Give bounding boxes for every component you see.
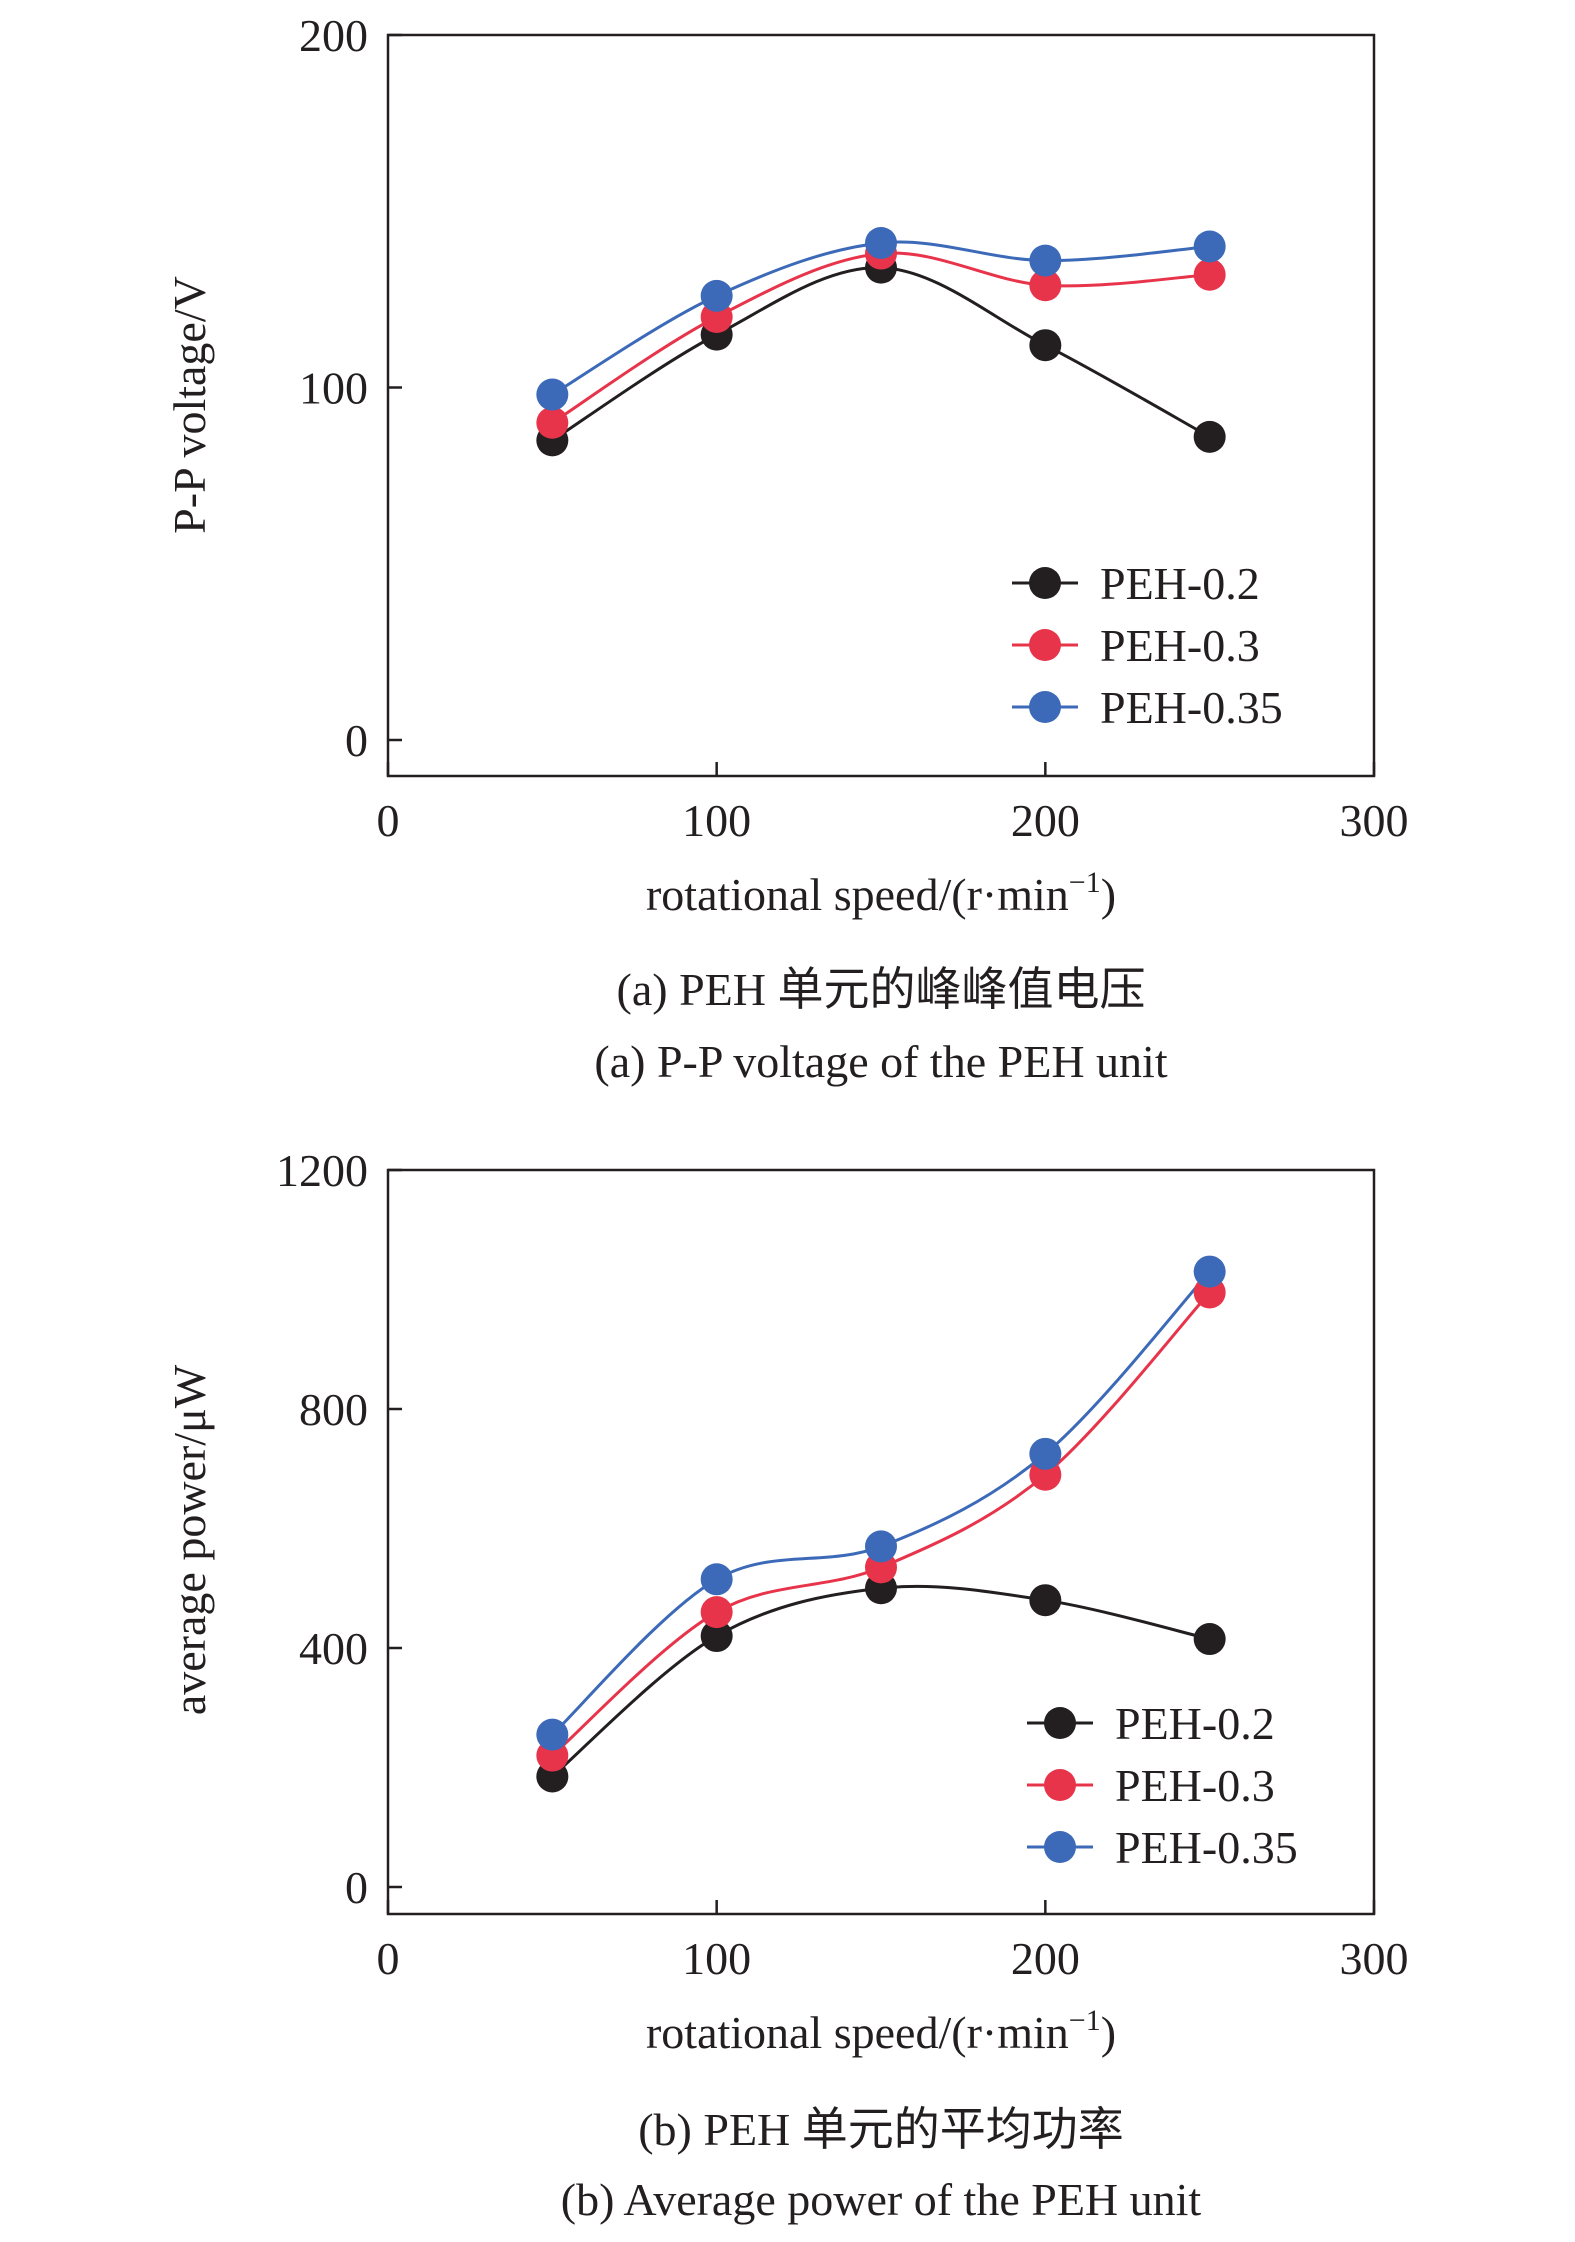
chart-a-data-point bbox=[1193, 258, 1226, 291]
chart-a-xtick-label: 100 bbox=[682, 795, 751, 846]
chart-a-data-point bbox=[1029, 269, 1062, 302]
chart-a-caption-cn: (a) PEH 单元的峰峰值电压 bbox=[617, 964, 1146, 1015]
chart-b-caption-cn: (b) PEH 单元的平均功率 bbox=[638, 2104, 1124, 2155]
chart-b-xlabel-end: ) bbox=[1101, 2007, 1116, 2058]
chart-b-xtick-label: 100 bbox=[682, 1933, 751, 1984]
chart-b-data-point bbox=[700, 1620, 733, 1653]
chart-a-xlabel-main: rotational speed/(r·min bbox=[646, 869, 1069, 920]
chart-b-series-line bbox=[551, 1270, 1211, 1736]
chart-a-series-line bbox=[551, 266, 1211, 442]
chart-b-xlabel: rotational speed/(r·min−1) bbox=[646, 2004, 1116, 2058]
chart-a-xlabel-end: ) bbox=[1101, 869, 1116, 920]
chart-a-xtick-label: 300 bbox=[1340, 795, 1409, 846]
chart-b-ytick-label: 1200 bbox=[276, 1145, 368, 1196]
chart-a-data-point bbox=[1029, 244, 1062, 277]
chart-a-ytick-label: 200 bbox=[299, 10, 368, 61]
chart-a-xlabel: rotational speed/(r·min−1) bbox=[646, 866, 1116, 920]
chart-a-data-point bbox=[865, 226, 897, 259]
chart-a-data-point bbox=[536, 378, 569, 411]
chart-b-ytick-label: 400 bbox=[299, 1623, 368, 1674]
chart-a-data-point bbox=[1193, 230, 1226, 263]
legend-marker bbox=[1044, 1707, 1076, 1739]
chart-a-data-point bbox=[1193, 420, 1226, 453]
chart-a-data-point bbox=[536, 406, 569, 439]
legend-label: PEH-0.2 bbox=[1115, 1698, 1275, 1749]
legend-label: PEH-0.35 bbox=[1100, 682, 1283, 733]
chart-b-data-point bbox=[536, 1718, 569, 1751]
chart-b-series-line bbox=[551, 1584, 1211, 1778]
chart-a-ytick-label: 100 bbox=[299, 363, 368, 414]
chart-b-xtick-label: 200 bbox=[1011, 1933, 1080, 1984]
chart-b-xlabel-sup: −1 bbox=[1069, 2004, 1101, 2037]
chart-a: 0 100 200 300 0 100 200 PEH-0.2 PEH-0.3 PEH-0.35… bbox=[164, 10, 1409, 1087]
chart-b-data-point bbox=[1029, 1584, 1062, 1617]
legend-marker bbox=[1044, 1769, 1076, 1801]
legend-marker bbox=[1029, 691, 1061, 723]
chart-b-frame bbox=[386, 1168, 1376, 1916]
chart-a-xtick-label: 0 bbox=[377, 795, 400, 846]
chart-b-data-point bbox=[1193, 1623, 1226, 1656]
chart-a-ytick-label: 0 bbox=[345, 715, 368, 766]
legend-marker bbox=[1029, 629, 1061, 661]
chart-a-ylabel: P-P voltage/V bbox=[164, 276, 215, 534]
chart-b-xtick-label: 300 bbox=[1340, 1933, 1409, 1984]
chart-b-caption-en: (b) Average power of the PEH unit bbox=[561, 2174, 1202, 2225]
chart-b-data-point bbox=[1029, 1437, 1062, 1470]
legend-label: PEH-0.3 bbox=[1100, 620, 1260, 671]
legend-label: PEH-0.35 bbox=[1115, 1822, 1298, 1873]
chart-b-ylabel: average power/μW bbox=[164, 1364, 215, 1715]
chart-a-caption-en: (a) P-P voltage of the PEH unit bbox=[594, 1036, 1167, 1087]
legend-marker bbox=[1044, 1831, 1076, 1863]
legend-label: PEH-0.3 bbox=[1115, 1760, 1275, 1811]
legend-label: PEH-0.2 bbox=[1100, 558, 1260, 609]
chart-b-data-point bbox=[700, 1563, 733, 1596]
chart-a-xtick-label: 200 bbox=[1011, 795, 1080, 846]
chart-b-xtick-label: 0 bbox=[377, 1933, 400, 1984]
chart-b-data-point bbox=[865, 1530, 897, 1563]
chart-b-data-point bbox=[1193, 1255, 1226, 1288]
chart-b: 0 100 200 300 0 400 800 1200 PEH-0.2 PEH-0.3 PEH-… bbox=[164, 1145, 1409, 2225]
legend-marker bbox=[1029, 567, 1061, 599]
chart-a-xlabel-sup: −1 bbox=[1069, 866, 1101, 899]
chart-b-ytick-label: 800 bbox=[299, 1384, 368, 1435]
chart-b-data-point bbox=[700, 1596, 733, 1629]
chart-a-frame bbox=[386, 33, 1376, 778]
chart-b-xlabel-main: rotational speed/(r·min bbox=[646, 2007, 1069, 2058]
chart-a-data-point bbox=[1029, 329, 1062, 362]
chart-b-ytick-label: 0 bbox=[345, 1862, 368, 1913]
chart-a-data-point bbox=[700, 279, 733, 312]
